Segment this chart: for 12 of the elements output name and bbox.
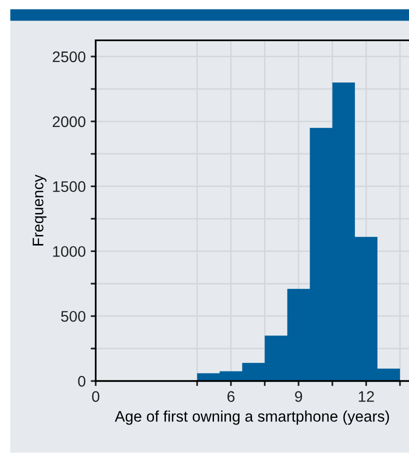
x-tick-label: 12 <box>358 391 374 402</box>
y-tick-label: 500 <box>61 310 86 322</box>
x-tick-label: 0 <box>92 391 100 402</box>
x-tick-label: 6 <box>227 391 235 402</box>
y-tick-label: 1500 <box>53 181 86 192</box>
x-tick-label: 9 <box>295 391 302 402</box>
y-tick-label: 0 <box>78 376 86 387</box>
x-axis-title: Age of first owning a smartphone (years) <box>114 410 389 425</box>
y-tick-label: 2000 <box>52 116 86 128</box>
y-tick-label: 2500 <box>52 51 86 62</box>
y-axis-title: Frequency <box>32 174 46 246</box>
y-tick-label: 1000 <box>53 246 86 257</box>
